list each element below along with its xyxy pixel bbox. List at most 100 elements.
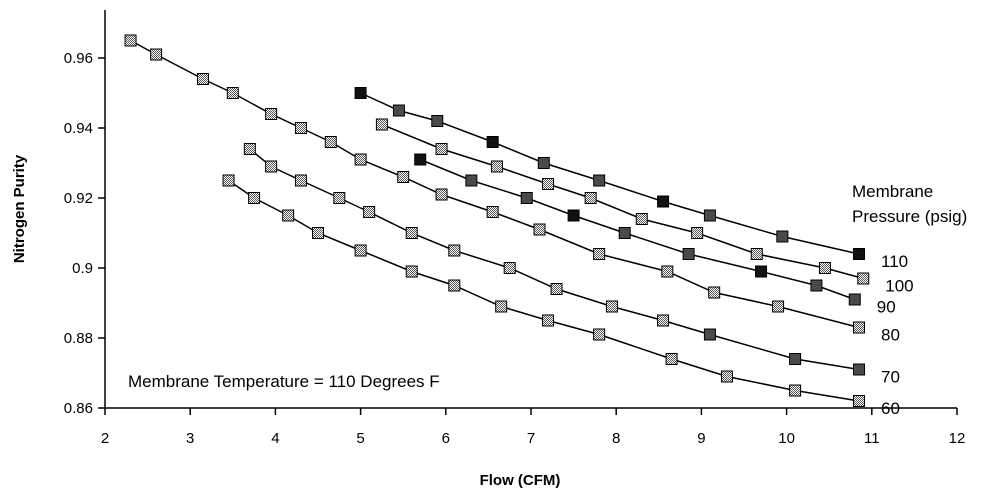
y-ticks: 0.86 0.88 0.9 0.92 0.94 0.96 [64, 50, 105, 417]
series-label-80: 80 [881, 326, 900, 345]
data-point [593, 328, 606, 341]
data-point [720, 370, 733, 383]
data-point [853, 321, 866, 334]
series-line [360, 92, 860, 255]
data-point [490, 160, 503, 173]
data-point [354, 244, 367, 257]
x-tick-label: 4 [271, 430, 279, 447]
data-point [150, 48, 163, 61]
data-point [593, 174, 606, 187]
series-label-70: 70 [881, 368, 900, 387]
data-point [818, 262, 831, 274]
series-label-90: 90 [877, 298, 896, 317]
series-100 [375, 118, 870, 285]
data-point [495, 300, 508, 313]
data-point [124, 34, 137, 47]
series-line [419, 158, 856, 301]
series-line [130, 39, 860, 329]
y-tick-label: 0.88 [64, 330, 93, 347]
x-tick-label: 7 [527, 430, 535, 447]
series-90 [414, 153, 861, 306]
data-point [397, 171, 410, 183]
data-point [265, 108, 278, 120]
x-tick-label: 3 [186, 430, 194, 447]
series-line [381, 123, 864, 280]
series-label-110: 110 [881, 252, 908, 271]
data-point [503, 262, 516, 274]
data-point [542, 178, 555, 190]
data-point [520, 192, 533, 204]
series-line [228, 179, 860, 402]
x-axis-title: Flow (CFM) [480, 472, 561, 489]
data-point [537, 157, 550, 169]
data-point [853, 363, 866, 376]
x-tick-label: 2 [101, 430, 109, 447]
data-point [435, 143, 448, 155]
y-tick-label: 0.94 [64, 120, 93, 137]
data-point [605, 300, 618, 313]
data-point [691, 227, 704, 239]
x-tick-label: 5 [356, 430, 364, 447]
data-point [703, 209, 716, 222]
data-point [435, 188, 448, 201]
data-point [486, 206, 499, 218]
x-tick-label: 10 [778, 430, 795, 447]
data-point [312, 227, 324, 239]
data-point [776, 230, 789, 243]
series-line [249, 148, 860, 371]
data-point [682, 248, 695, 260]
data-point [810, 279, 823, 292]
data-point [414, 153, 427, 166]
data-point [853, 395, 866, 407]
series-label-60: 60 [881, 399, 900, 418]
data-point [465, 174, 478, 187]
data-point [448, 279, 461, 292]
data-point [226, 87, 239, 99]
x-tick-label: 6 [442, 430, 450, 447]
data-point [222, 174, 235, 187]
y-tick-label: 0.92 [64, 190, 93, 207]
data-point [593, 248, 606, 260]
data-point [248, 192, 261, 204]
data-point [294, 122, 307, 134]
x-ticks: 2 3 4 5 6 7 8 9 10 11 12 [101, 408, 966, 447]
data-point [405, 227, 418, 239]
data-point [708, 286, 721, 299]
data-point [789, 353, 802, 365]
data-point [431, 115, 444, 127]
data-point [375, 118, 388, 131]
data-point [853, 248, 866, 260]
y-tick-label: 0.86 [64, 400, 93, 417]
data-point [486, 136, 499, 148]
series-70 [243, 143, 866, 376]
data-point [533, 223, 546, 236]
data-point [392, 104, 405, 117]
x-tick-label: 8 [612, 430, 620, 447]
x-tick-label: 12 [949, 430, 966, 447]
series-group [124, 34, 870, 407]
data-point [354, 87, 367, 99]
data-point [324, 136, 337, 148]
series-110 [354, 87, 866, 260]
data-point [282, 209, 295, 222]
data-point [196, 73, 209, 85]
data-point [661, 265, 674, 278]
data-point [635, 213, 648, 225]
data-point [448, 244, 461, 257]
data-point [755, 265, 768, 278]
data-point [750, 248, 763, 260]
data-point [567, 209, 580, 222]
legend-title-line-1: Membrane [852, 182, 933, 201]
series-label-100: 100 [885, 277, 913, 296]
data-point [584, 192, 597, 204]
data-point [657, 314, 670, 327]
data-point [789, 384, 802, 397]
data-point [550, 283, 563, 295]
x-tick-label: 11 [864, 430, 880, 447]
series-80 [124, 34, 866, 334]
y-axis-title: Nitrogen Purity [11, 154, 28, 263]
data-point [333, 192, 346, 204]
temperature-annotation: Membrane Temperature = 110 Degrees F [128, 372, 440, 391]
data-point [363, 206, 376, 218]
data-point [857, 272, 870, 285]
